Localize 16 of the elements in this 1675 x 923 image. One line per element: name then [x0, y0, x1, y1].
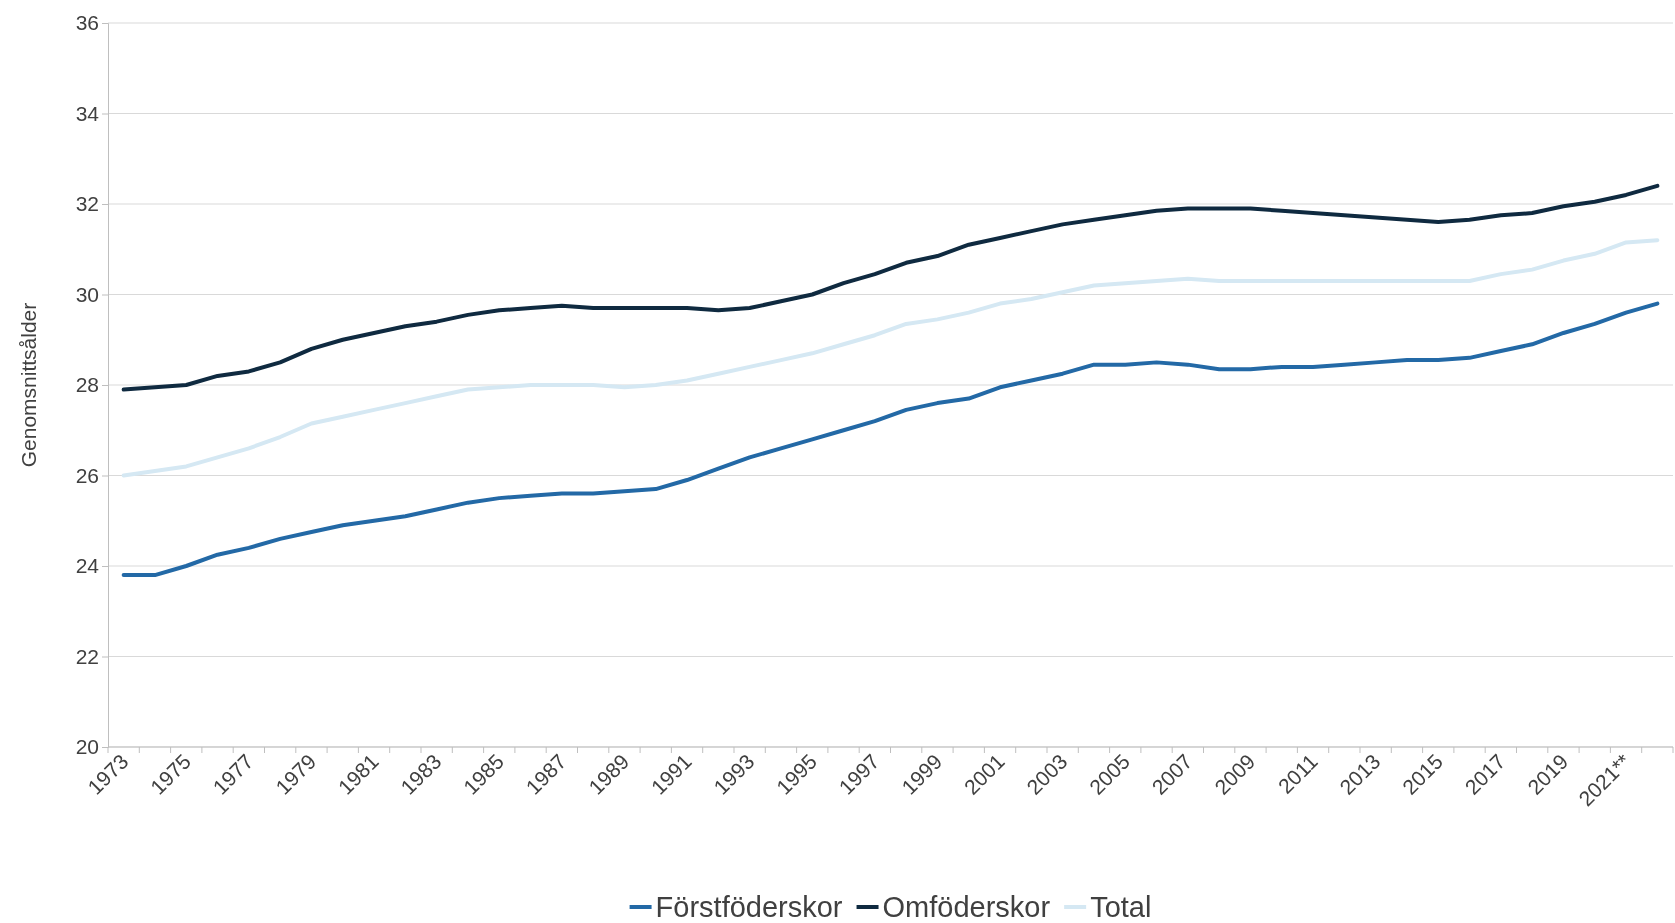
- y-tick-label: 34: [75, 101, 100, 125]
- line-series: [121, 301, 1660, 578]
- y-tick-label: 28: [75, 373, 99, 397]
- line-series: [121, 238, 1660, 478]
- y-tick-label: 24: [75, 554, 100, 578]
- y-tick-label: 20: [75, 735, 99, 759]
- y-tick-label: 26: [75, 463, 99, 487]
- y-tick-label: 22: [75, 644, 99, 668]
- legend-label: Förstföderskor: [655, 891, 843, 923]
- y-tick-label: 32: [75, 192, 99, 216]
- y-tick-label: 30: [75, 282, 99, 306]
- y-tick-label: 36: [75, 11, 99, 35]
- line-series: [121, 183, 1660, 392]
- y-axis-title: Genomsnittsålder: [17, 302, 40, 468]
- legend-label: Omföderskor: [882, 891, 1051, 923]
- legend-label: Total: [1090, 891, 1152, 923]
